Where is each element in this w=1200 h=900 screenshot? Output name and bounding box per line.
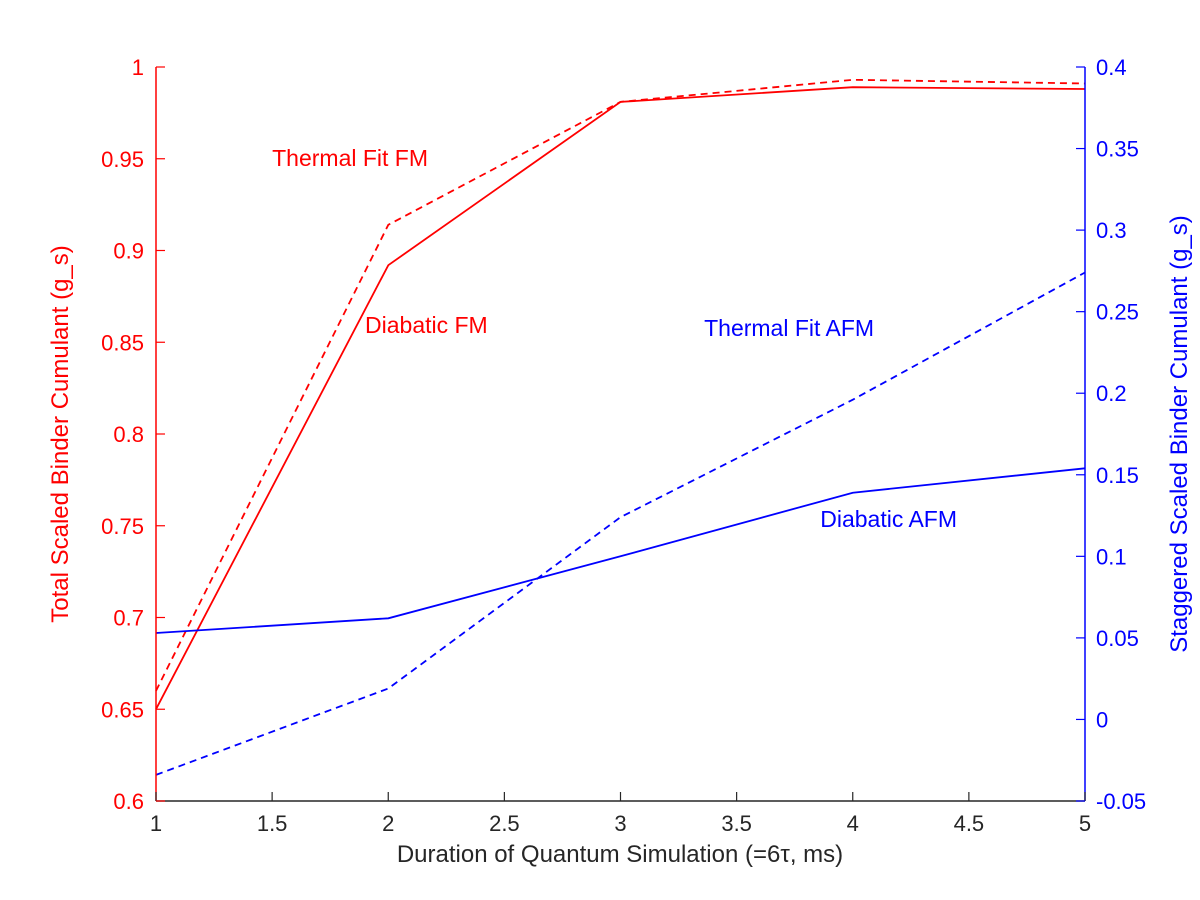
annotation-diabatic-fm: Diabatic FM <box>365 312 488 338</box>
x-tick-label: 5 <box>1079 811 1091 836</box>
x-tick-label: 1.5 <box>257 811 288 836</box>
annotation-thermal-fit-fm: Thermal Fit FM <box>272 145 428 171</box>
x-tick-label: 4 <box>847 811 859 836</box>
series-line-thermal-fit-fm <box>155 78 1086 692</box>
series-line-diabatic-afm <box>155 467 1086 634</box>
axes <box>155 67 1086 802</box>
y-right-tick-label: 0.2 <box>1096 381 1127 406</box>
plot-lines <box>155 78 1086 776</box>
annotations: Thermal Fit FM Diabatic FM Thermal Fit AFM… <box>272 145 957 532</box>
ticks: 1 1.5 2 2.5 3 3.5 4 4.5 5 0.6 0.65 0.7 0.75 0.8 0.85 0.… <box>101 55 1146 836</box>
y-right-tick-label: 0.3 <box>1096 218 1127 243</box>
y-left-tick-label: 0.8 <box>113 422 144 447</box>
y-right-tick-label: 0.4 <box>1096 55 1127 80</box>
y-axis-right-title: Staggered Scaled Binder Cumulant (g_s) <box>1166 215 1193 653</box>
y-left-tick-label: 0.65 <box>101 697 144 722</box>
y-left-tick-label: 0.75 <box>101 514 144 539</box>
annotation-thermal-fit-afm: Thermal Fit AFM <box>704 315 874 341</box>
x-axis-title: Duration of Quantum Simulation (=6τ, ms) <box>397 841 843 868</box>
x-tick-label: 3 <box>614 811 626 836</box>
x-tick-label: 3.5 <box>721 811 752 836</box>
y-left-tick-label: 0.9 <box>113 239 144 264</box>
y-right-tick-label: 0.1 <box>1096 544 1127 569</box>
y-right-tick-label: 0.15 <box>1096 463 1139 488</box>
x-tick-label: 2 <box>382 811 394 836</box>
series-line-diabatic-fm <box>155 86 1086 710</box>
y-right-tick-label: 0.35 <box>1096 137 1139 162</box>
annotation-diabatic-afm: Diabatic AFM <box>820 506 957 532</box>
y-left-tick-label: 0.6 <box>113 789 144 814</box>
y-left-tick-label: 0.95 <box>101 147 144 172</box>
x-tick-label: 2.5 <box>489 811 520 836</box>
y-right-tick-label: 0.05 <box>1096 626 1139 651</box>
x-tick-label: 4.5 <box>954 811 985 836</box>
y-left-tick-label: 0.7 <box>113 606 144 631</box>
y-right-tick-label: -0.05 <box>1096 789 1146 814</box>
y-right-tick-label: 0.25 <box>1096 300 1139 325</box>
y-left-tick-label: 0.85 <box>101 330 144 355</box>
y-right-tick-label: 0 <box>1096 707 1108 732</box>
y-axis-left-title: Total Scaled Binder Cumulant (g_s) <box>47 245 74 623</box>
y-left-tick-label: 1 <box>132 55 144 80</box>
x-tick-label: 1 <box>150 811 162 836</box>
